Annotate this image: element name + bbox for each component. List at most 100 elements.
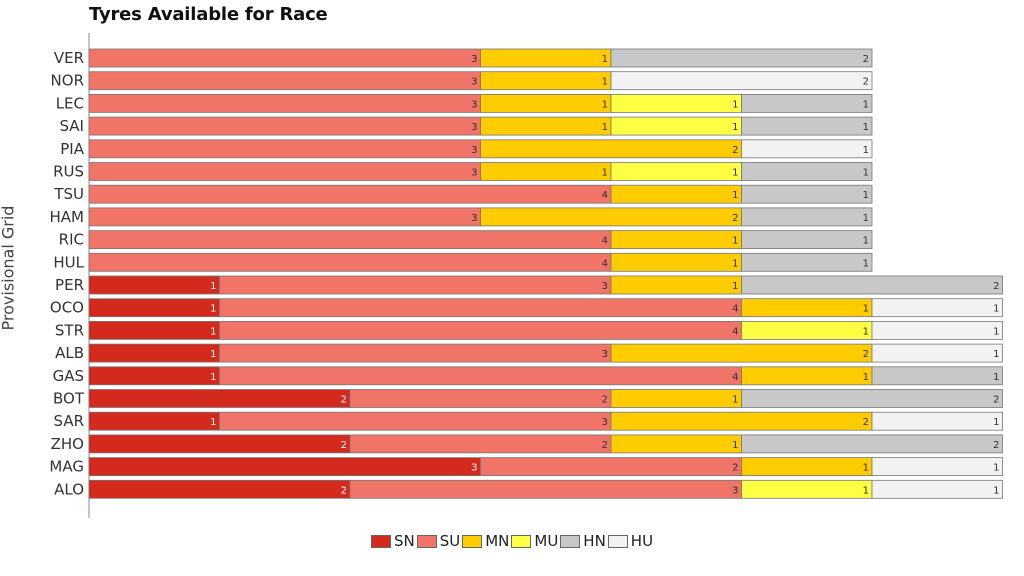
y-tick-label: ALO bbox=[54, 480, 84, 498]
bar-segment-mn bbox=[610, 275, 742, 295]
y-tick-label: STR bbox=[55, 321, 84, 339]
data-label: 2 bbox=[341, 395, 347, 406]
data-label: 1 bbox=[993, 326, 999, 337]
bar-segment-hu bbox=[610, 71, 873, 91]
data-label: 4 bbox=[732, 304, 738, 315]
bar-segment-hn bbox=[610, 48, 873, 68]
data-label: 1 bbox=[602, 77, 608, 88]
data-label: 3 bbox=[471, 213, 477, 224]
bar-segment-hu bbox=[871, 320, 1003, 340]
data-label: 1 bbox=[863, 99, 869, 110]
data-label: 2 bbox=[863, 417, 869, 428]
y-tick-label: MAG bbox=[49, 458, 84, 476]
bar-segment-su bbox=[349, 479, 742, 499]
data-label: 1 bbox=[210, 417, 216, 428]
bar-segment-hu bbox=[871, 479, 1003, 499]
bar-segment-su bbox=[88, 71, 481, 91]
data-label: 1 bbox=[210, 326, 216, 337]
data-label: 2 bbox=[602, 395, 608, 406]
bar-segment-hu bbox=[871, 298, 1003, 318]
bar-segment-su bbox=[88, 94, 481, 113]
bar-segment-su bbox=[349, 389, 612, 408]
y-tick-label: ZHO bbox=[51, 435, 84, 453]
data-label: 4 bbox=[732, 326, 738, 337]
legend-item-mn: MN bbox=[462, 532, 509, 550]
bar-segment-su bbox=[88, 116, 481, 136]
bar-segment-sn bbox=[88, 275, 220, 295]
y-tick-label: OCO bbox=[50, 299, 84, 317]
bar-segment-hn bbox=[871, 366, 1003, 386]
data-label: 1 bbox=[863, 190, 869, 201]
data-label: 3 bbox=[471, 122, 477, 133]
bar-segment-hu bbox=[871, 411, 1003, 431]
bar-segment-hn bbox=[741, 184, 873, 204]
data-label: 2 bbox=[863, 349, 869, 360]
bar-segment-su bbox=[219, 298, 742, 318]
bar-segment-su bbox=[480, 457, 742, 477]
legend-label: SN bbox=[393, 532, 415, 550]
bar-segment-mu bbox=[610, 116, 742, 136]
y-tick-label: PER bbox=[55, 276, 84, 294]
bar-segment-hn bbox=[741, 116, 873, 136]
legend-swatch bbox=[607, 534, 628, 548]
data-label: 3 bbox=[471, 463, 477, 474]
data-label: 1 bbox=[732, 122, 738, 133]
bar-segment-hu bbox=[871, 457, 1003, 477]
bar-segment-hn bbox=[741, 252, 873, 272]
bar-segment-mn bbox=[610, 343, 873, 363]
y-tick-label: HUL bbox=[53, 253, 84, 271]
bar-segment-hn bbox=[741, 389, 1003, 408]
data-label: 2 bbox=[341, 485, 347, 496]
data-label: 1 bbox=[602, 54, 608, 65]
data-label: 1 bbox=[602, 122, 608, 133]
y-tick-label: SAR bbox=[54, 412, 84, 430]
bar-segment-sn bbox=[88, 479, 351, 499]
bar-segment-sn bbox=[88, 457, 481, 477]
data-label: 1 bbox=[863, 236, 869, 247]
data-label: 1 bbox=[732, 190, 738, 201]
bar-segment-sn bbox=[88, 366, 220, 386]
bar-segment-mn bbox=[610, 184, 742, 204]
bar-segment-sn bbox=[88, 298, 220, 318]
bar-segment-hn bbox=[741, 275, 1003, 295]
data-label: 2 bbox=[993, 395, 999, 406]
bar-segment-su bbox=[219, 366, 742, 386]
bar-segment-hn bbox=[741, 162, 873, 181]
data-label: 1 bbox=[993, 349, 999, 360]
data-label: 1 bbox=[732, 281, 738, 292]
chart-title: Tyres Available for Race bbox=[89, 4, 328, 25]
data-label: 3 bbox=[471, 54, 477, 65]
data-label: 3 bbox=[471, 145, 477, 156]
legend-label: MU bbox=[534, 532, 559, 550]
bar-segment-mn bbox=[610, 230, 742, 250]
bar-segment-hn bbox=[741, 94, 873, 113]
y-tick-label: VER bbox=[54, 49, 84, 67]
data-label: 1 bbox=[863, 463, 869, 474]
legend-item-hn: HN bbox=[560, 532, 606, 550]
data-label: 1 bbox=[602, 99, 608, 110]
data-label: 2 bbox=[993, 440, 999, 451]
bar-segment-su bbox=[88, 252, 612, 272]
data-label: 1 bbox=[863, 258, 869, 269]
bar-segment-hu bbox=[741, 139, 873, 159]
data-label: 2 bbox=[863, 77, 869, 88]
bar-segment-mn bbox=[610, 252, 742, 272]
data-label: 1 bbox=[993, 417, 999, 428]
bar-segment-su bbox=[88, 184, 612, 204]
bar-segment-mn bbox=[480, 139, 742, 159]
data-label: 3 bbox=[732, 485, 738, 496]
y-tick-label: GAS bbox=[53, 367, 84, 385]
data-label: 1 bbox=[602, 168, 608, 179]
data-label: 4 bbox=[602, 236, 608, 247]
legend-item-hu: HU bbox=[607, 532, 653, 550]
data-label: 1 bbox=[210, 304, 216, 315]
y-tick-label: TSU bbox=[53, 185, 84, 203]
legend-label: HN bbox=[583, 532, 606, 550]
data-label: 1 bbox=[863, 145, 869, 156]
bar-segment-sn bbox=[88, 434, 351, 454]
data-label: 4 bbox=[732, 372, 738, 383]
y-tick-label: HAM bbox=[50, 208, 84, 226]
y-tick-label: LEC bbox=[56, 94, 84, 112]
bar-segment-sn bbox=[88, 320, 220, 340]
data-label: 4 bbox=[602, 258, 608, 269]
